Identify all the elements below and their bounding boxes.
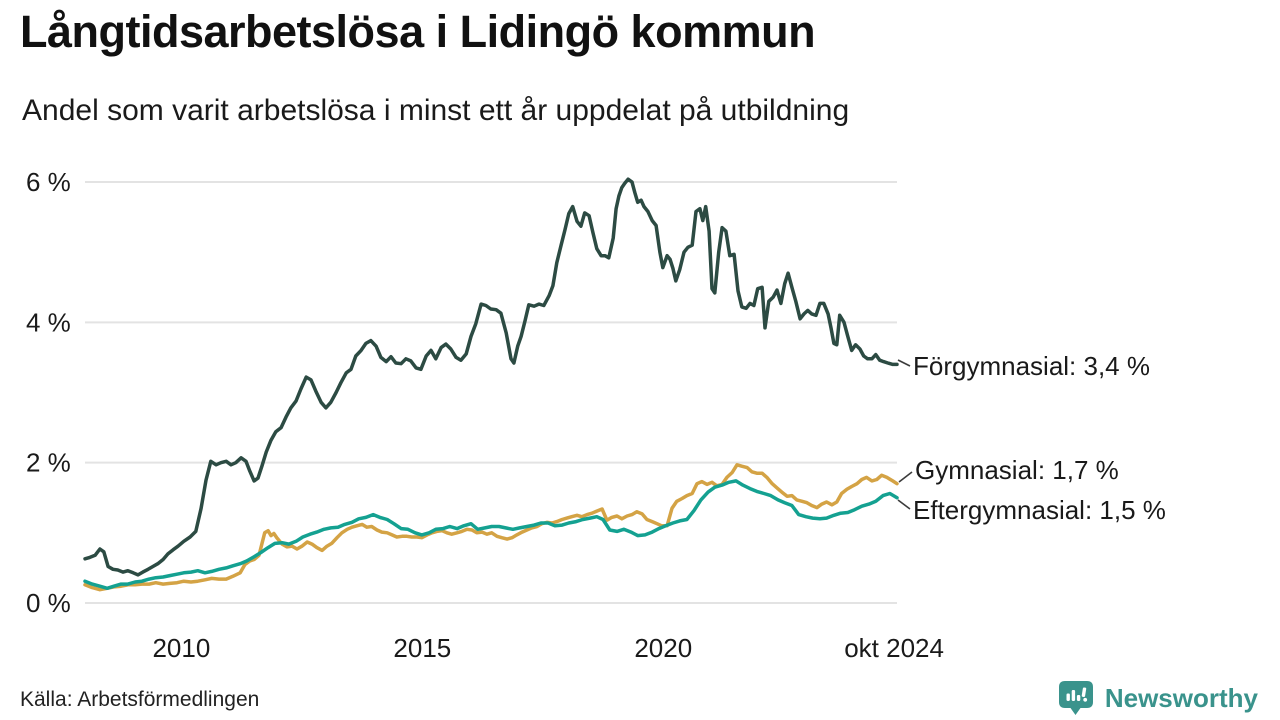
newsworthy-logo[interactable]: Newsworthy <box>1056 678 1258 718</box>
chart-subtitle: Andel som varit arbetslösa i minst ett å… <box>22 94 850 127</box>
newsworthy-wordmark: Newsworthy <box>1104 682 1258 713</box>
gridlines <box>85 181 897 604</box>
series-line-frgymnasial <box>83 177 899 577</box>
y-tick-label: 4 % <box>26 307 71 337</box>
x-tick-label: 2020 <box>634 633 692 663</box>
y-tick-label: 6 % <box>26 167 71 197</box>
y-tick-label: 0 % <box>26 588 71 618</box>
source-label: Källa: Arbetsförmedlingen <box>20 688 260 711</box>
leader-line-gymnasial <box>898 471 913 483</box>
newsworthy-chart-bubble-icon <box>1058 681 1093 715</box>
x-tick-label: okt 2024 <box>844 633 944 663</box>
series-end-labels: Förgymnasial: 3,4 % Gymnasial: 1,7 % Eft… <box>897 351 1166 525</box>
page-title: Långtidsarbetslösa i Lidingö kommun <box>20 6 816 57</box>
end-label-forgymnasial: Förgymnasial: 3,4 % <box>913 351 1150 381</box>
y-tick-label: 2 % <box>26 448 71 478</box>
x-tick-label: 2015 <box>393 633 451 663</box>
leader-line-eftergymnasial <box>897 499 911 510</box>
series-line-eftergymnasial <box>83 479 899 591</box>
x-axis-labels: 2010 2015 2020 okt 2024 <box>152 633 944 663</box>
x-tick-label: 2010 <box>152 633 210 663</box>
end-label-eftergymnasial: Eftergymnasial: 1,5 % <box>913 495 1166 525</box>
end-label-gymnasial: Gymnasial: 1,7 % <box>915 455 1119 485</box>
y-axis-labels: 6 % 4 % 2 % 0 % <box>26 167 71 618</box>
leader-line-forgymnasial <box>897 359 911 367</box>
series-lines <box>83 177 899 592</box>
